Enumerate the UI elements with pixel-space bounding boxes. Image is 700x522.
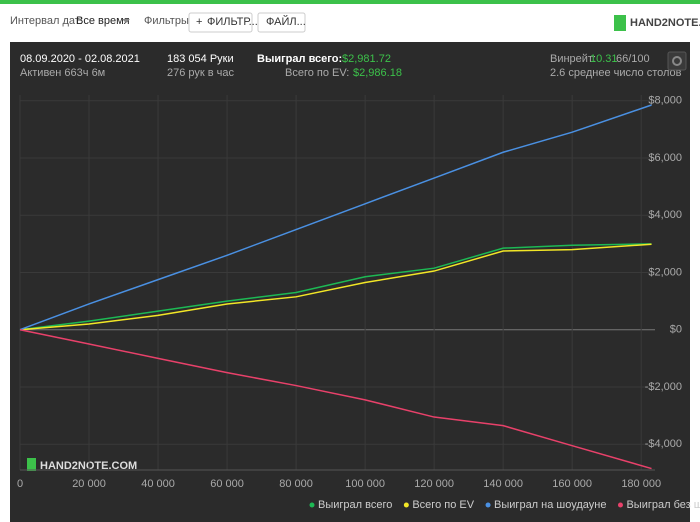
date-select[interactable]: Все время <box>76 15 130 27</box>
top-bar <box>0 0 700 4</box>
x-tick-label: 140 000 <box>483 478 523 490</box>
active: Активен 663ч 6м <box>20 67 105 79</box>
x-tick-label: 120 000 <box>414 478 454 490</box>
y-tick-label: $0 <box>670 324 682 336</box>
legend-label: Выиграл без шоудауна <box>626 499 700 511</box>
series-line <box>19 328 652 470</box>
legend-label: Выиграл всего <box>318 499 392 511</box>
x-tick-label: 0 <box>17 478 23 490</box>
logo: HAND2NOTE.COM <box>630 17 700 29</box>
period: 08.09.2020 - 02.08.2021 <box>20 53 140 65</box>
winrate-value: 10.31 <box>590 53 618 65</box>
plus: + <box>196 16 202 28</box>
series-line <box>19 243 652 331</box>
x-tick-label: 20 000 <box>72 478 106 490</box>
y-tick-label: -$4,000 <box>645 438 682 450</box>
ev-label: Всего по EV: <box>285 67 349 79</box>
series-line <box>19 104 652 331</box>
won-label: Выиграл всего: <box>257 53 342 65</box>
filter-button[interactable]: ФИЛЬТР... <box>207 16 258 28</box>
plot: -$4,000 -$2,000 $0 $2,000 $4,000 $6,000 $8,000… <box>17 95 700 511</box>
winrate-unit: 66/100 <box>616 53 650 65</box>
winrate-label: Винрейт: <box>550 53 596 65</box>
legend-label: Выиграл на шоудауне <box>494 499 606 511</box>
settings-button[interactable] <box>667 51 687 71</box>
x-tick-label: 160 000 <box>552 478 592 490</box>
legend-marker <box>485 502 491 508</box>
won-value: $2,981.72 <box>342 53 391 65</box>
x-tick-label: 180 000 <box>621 478 661 490</box>
gear-icon <box>672 56 682 66</box>
x-tick-label: 40 000 <box>141 478 175 490</box>
logo-icon <box>614 15 626 31</box>
y-tick-label: -$2,000 <box>645 381 682 393</box>
file-button[interactable]: ФАЙЛ... <box>266 15 306 28</box>
dropdown-arrow <box>122 19 130 23</box>
watermark-icon <box>27 458 36 471</box>
x-tick-label: 80 000 <box>279 478 313 490</box>
y-tick-label: $6,000 <box>648 152 682 164</box>
ev-value: $2,986.18 <box>353 67 402 79</box>
legend-label: Всего по EV <box>412 499 474 511</box>
panel <box>10 42 690 522</box>
hands: 183 054 Руки <box>167 53 234 65</box>
legend-marker <box>403 502 409 508</box>
y-tick-label: $8,000 <box>648 95 682 107</box>
filters-label: Фильтры: <box>144 15 192 27</box>
filter-button-box[interactable] <box>188 12 253 33</box>
hands-per-hour: 276 рук в час <box>167 67 235 79</box>
file-button-box[interactable] <box>257 12 306 33</box>
date-label: Интервал дат: <box>10 15 83 27</box>
series-line <box>19 243 652 331</box>
legend-marker <box>309 502 315 508</box>
legend-marker <box>617 502 623 508</box>
tables: 2.6 среднее число столов <box>550 67 682 79</box>
x-tick-label: 100 000 <box>345 478 385 490</box>
y-tick-label: $4,000 <box>648 209 682 221</box>
y-tick-label: $2,000 <box>648 266 682 278</box>
x-tick-label: 60 000 <box>210 478 244 490</box>
